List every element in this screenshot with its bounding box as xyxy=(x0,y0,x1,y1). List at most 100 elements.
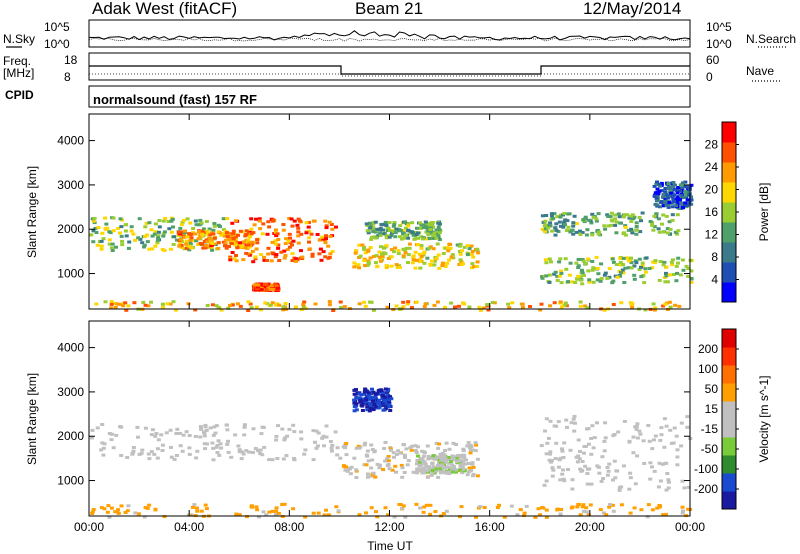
colorbar-swatch xyxy=(722,282,736,303)
heatmap-cell xyxy=(162,230,167,234)
heatmap-cell xyxy=(392,515,397,519)
heatmap-cell xyxy=(411,233,416,237)
heatmap-cell xyxy=(388,395,393,399)
heatmap-cell xyxy=(560,447,564,451)
heatmap-cell xyxy=(162,515,167,519)
heatmap-cell xyxy=(675,455,680,459)
heatmap-cell xyxy=(352,398,357,402)
heatmap-cell xyxy=(258,308,263,312)
heatmap-cell xyxy=(432,303,437,307)
colorbar-tick-label: 20 xyxy=(705,183,719,197)
heatmap-cell xyxy=(381,397,386,401)
heatmap-cell xyxy=(102,507,107,511)
heatmap-cell xyxy=(250,241,255,245)
heatmap-cell xyxy=(398,503,403,507)
heatmap-cell xyxy=(644,256,649,260)
heatmap-cell xyxy=(155,447,160,451)
heatmap-cell xyxy=(435,300,440,304)
heatmap-cell xyxy=(666,486,671,490)
heatmap-cell xyxy=(664,424,669,428)
heatmap-cell xyxy=(153,244,158,248)
heatmap-cell xyxy=(656,217,661,221)
heatmap-cell xyxy=(562,220,567,224)
heatmap-cell xyxy=(589,482,594,486)
heatmap-cell xyxy=(544,508,549,512)
heatmap-cell xyxy=(357,302,362,306)
heatmap-cell xyxy=(366,391,371,395)
heatmap-cell xyxy=(231,237,236,241)
heatmap-cell xyxy=(582,274,586,277)
heatmap-cell xyxy=(214,304,219,308)
heatmap-cell xyxy=(679,201,684,205)
heatmap-cell xyxy=(672,193,676,197)
heatmap-cell xyxy=(469,445,474,449)
heatmap-cell xyxy=(678,194,683,198)
heatmap-cell xyxy=(137,217,142,221)
heatmap-cell xyxy=(303,515,308,519)
heatmap-cell xyxy=(292,458,297,462)
heatmap-cell xyxy=(146,452,151,456)
heatmap-cell xyxy=(675,213,680,217)
heatmap-cell xyxy=(373,236,378,240)
heatmap-cell xyxy=(506,302,511,306)
heatmap-cell xyxy=(434,441,439,445)
heatmap-cell xyxy=(475,457,480,461)
heatmap-cell xyxy=(354,468,359,472)
heatmap-cell xyxy=(235,302,240,306)
heatmap-cell xyxy=(580,271,585,275)
heatmap-cell xyxy=(632,215,637,219)
heatmap-cell xyxy=(103,227,108,231)
heatmap-cell xyxy=(659,433,664,437)
heatmap-cell xyxy=(485,303,490,307)
heatmap-cell xyxy=(215,444,220,447)
heatmap-cell xyxy=(647,439,652,443)
heatmap-cell xyxy=(550,474,555,478)
heatmap-cell xyxy=(661,263,666,267)
heatmap-cell xyxy=(439,458,444,462)
heatmap-cell xyxy=(254,305,259,309)
heatmap-cell xyxy=(591,446,596,450)
heatmap-cell xyxy=(129,229,134,233)
heatmap-cell xyxy=(472,265,476,269)
heatmap-cell xyxy=(632,273,637,277)
heatmap-cell xyxy=(664,214,669,218)
heatmap-cell xyxy=(219,308,224,312)
heatmap-cell xyxy=(239,457,244,461)
heatmap-cell xyxy=(279,250,284,254)
heatmap-cell xyxy=(393,464,398,468)
heatmap-cell xyxy=(520,302,525,306)
heatmap-cell xyxy=(434,456,439,459)
heatmap-cell xyxy=(121,304,126,308)
heatmap-cell xyxy=(310,254,315,258)
heatmap-cell xyxy=(147,221,152,225)
heatmap-cell xyxy=(123,229,128,233)
heatmap-cell xyxy=(611,303,616,306)
heatmap-cell xyxy=(553,226,558,230)
heatmap-cell xyxy=(437,442,442,446)
heatmap-cell xyxy=(470,262,475,266)
heatmap-cell xyxy=(663,187,668,190)
heatmap-cell xyxy=(453,305,457,309)
heatmap-cell xyxy=(403,220,408,224)
heatmap-cell xyxy=(436,465,441,468)
heatmap-cell xyxy=(580,460,585,463)
heatmap-cell xyxy=(668,305,673,309)
heatmap-cell xyxy=(265,232,270,236)
heatmap-cell xyxy=(311,219,316,223)
heatmap-cell xyxy=(110,242,115,246)
heatmap-cell xyxy=(226,450,231,454)
heatmap-cell xyxy=(578,513,583,517)
heatmap-cell xyxy=(251,450,255,454)
heatmap-cell xyxy=(327,303,332,307)
heatmap-cell xyxy=(364,453,369,457)
heatmap-cell xyxy=(676,256,681,260)
heatmap-cell xyxy=(565,229,569,232)
freq-tick-bottom: 8 xyxy=(64,70,71,84)
heatmap-cell xyxy=(399,463,404,467)
heatmap-cell xyxy=(331,309,336,312)
heatmap-cell xyxy=(687,201,692,205)
heatmap-cell xyxy=(386,389,390,393)
heatmap-cell xyxy=(502,515,507,519)
heatmap-cell xyxy=(546,226,551,230)
heatmap-cell xyxy=(674,204,678,208)
